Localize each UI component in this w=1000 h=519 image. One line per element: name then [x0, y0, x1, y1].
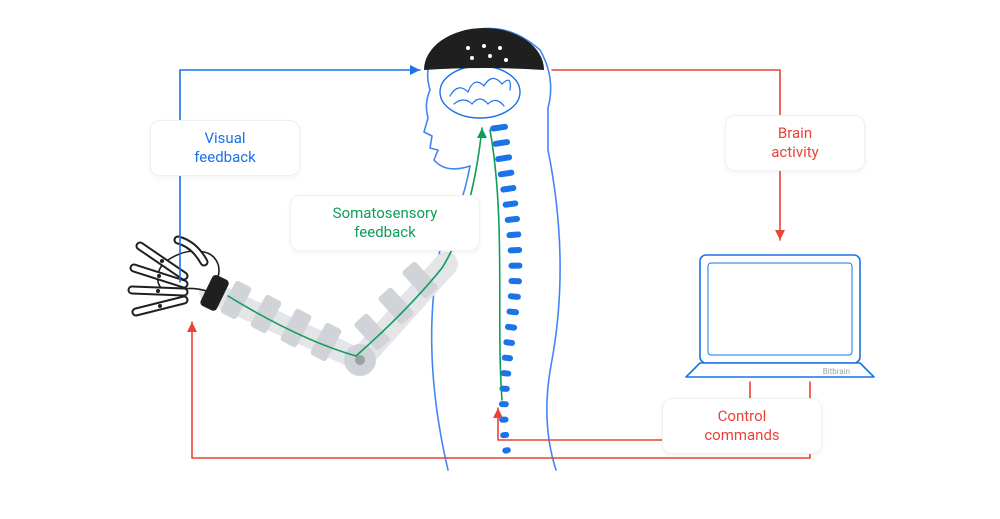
label-somato: Somatosensoryfeedback [290, 195, 480, 251]
eeg-cap-icon [424, 28, 544, 70]
label-line: commands [677, 426, 807, 445]
label-line: activity [740, 143, 850, 162]
label-visual: Visualfeedback [150, 120, 300, 176]
arrowhead [187, 322, 197, 332]
label-line: Control [677, 407, 807, 426]
laptop-icon: Bitbrain [686, 255, 874, 377]
arrowhead [410, 65, 420, 75]
prosthetic-hand-icon [132, 240, 230, 312]
spine-icon [490, 120, 523, 458]
flow-somato-spine [490, 130, 502, 400]
label-line: feedback [165, 148, 285, 167]
diagram-canvas: Bitbrain [0, 0, 1000, 519]
label-line: feedback [305, 223, 465, 242]
arrowhead [477, 128, 487, 138]
label-line: Somatosensory [305, 204, 465, 223]
label-line: Visual [165, 129, 285, 148]
arrowhead [775, 230, 785, 240]
prosthetic-arm-icon [210, 261, 446, 376]
laptop-brand: Bitbrain [823, 367, 850, 376]
label-control: Controlcommands [662, 398, 822, 454]
label-line: Brain [740, 124, 850, 143]
label-brain: Brainactivity [725, 115, 865, 171]
arrowhead [493, 408, 503, 418]
